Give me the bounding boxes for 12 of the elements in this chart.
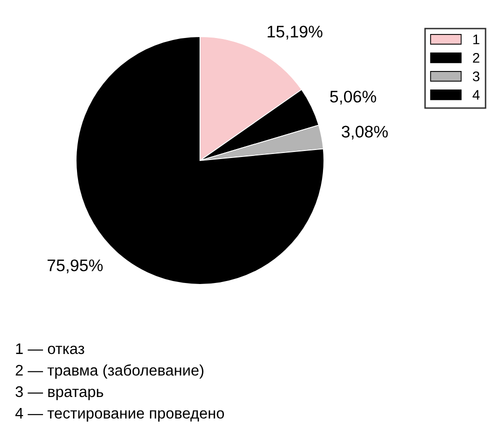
text: 4 — тестирование проведено [15, 408, 224, 422]
data-label: 15,19% [268, 26, 322, 40]
text: 3 — вратарь [16, 386, 104, 400]
legend-label: 3 [472, 71, 480, 82]
legend-label: 2 [472, 52, 480, 63]
data-label: 5,06% [330, 90, 376, 104]
text: 1 — отказ [16, 343, 84, 354]
text: 2 — травма (заболевание) [16, 364, 204, 379]
legend-label: 4 [472, 90, 480, 100]
data-label: 3,08% [342, 126, 388, 140]
legend-label: 1 [473, 34, 480, 44]
data-label: 75,95% [48, 259, 103, 274]
